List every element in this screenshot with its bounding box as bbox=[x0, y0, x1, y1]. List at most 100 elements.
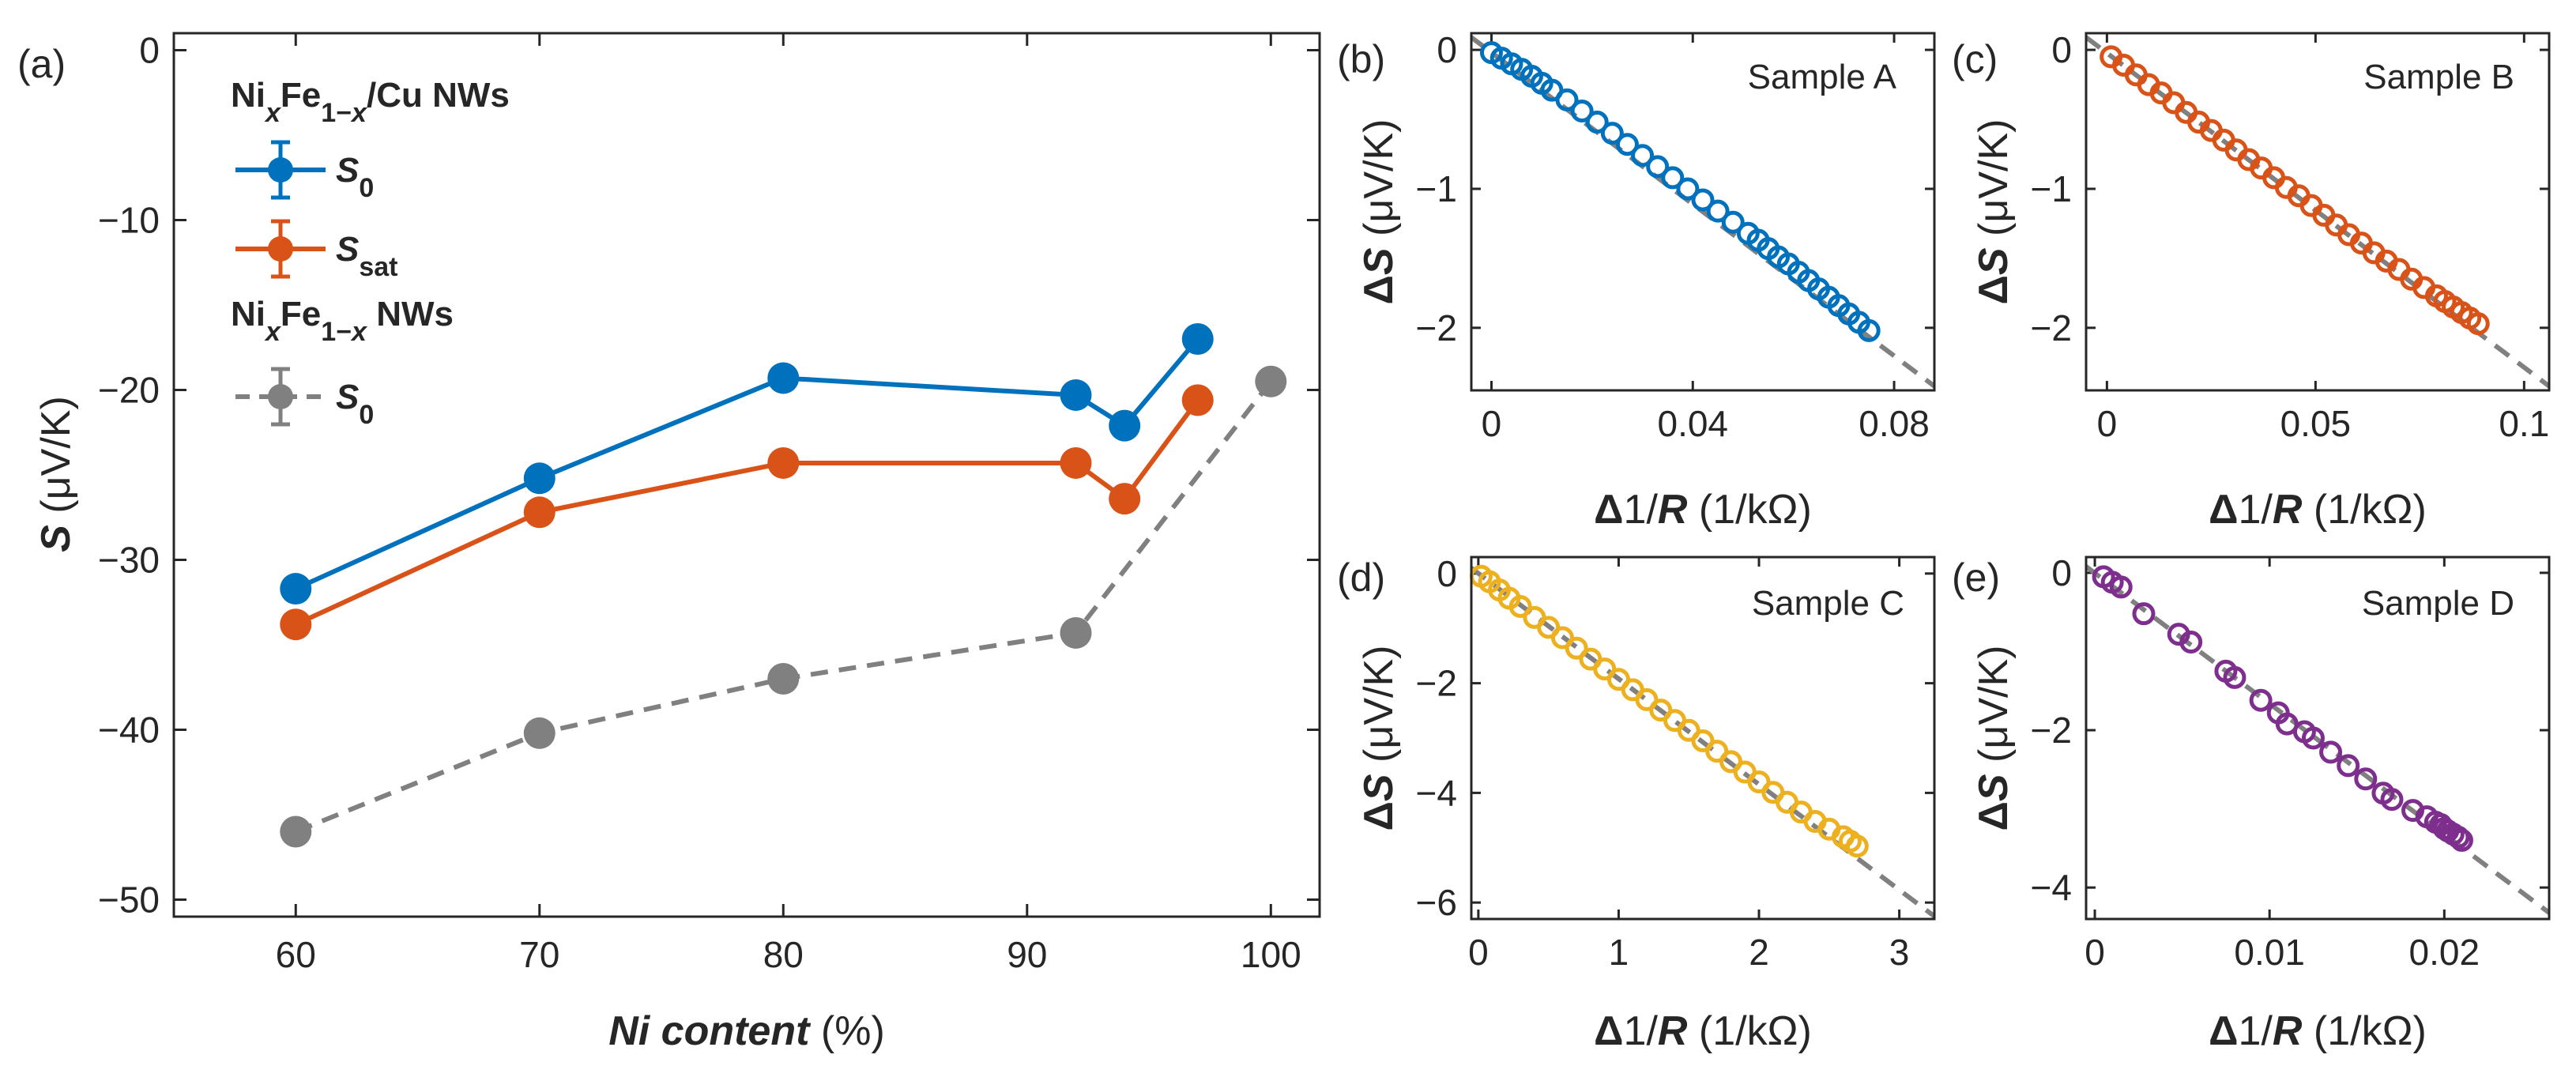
svg-text:S0: S0 bbox=[336, 378, 374, 430]
x-tick-label: 100 bbox=[1241, 934, 1301, 975]
panel-label-d: (d) bbox=[1337, 556, 1385, 600]
data-point-blue bbox=[1109, 409, 1141, 442]
y-tick-label: −4 bbox=[1416, 772, 1457, 813]
panel-label-c: (c) bbox=[1952, 37, 1998, 81]
x-tick-label: 3 bbox=[1889, 932, 1910, 973]
data-point bbox=[1508, 594, 1532, 618]
data-point-gray bbox=[280, 815, 312, 848]
data-point-orange bbox=[1181, 384, 1214, 416]
x-tick-labels-e: 0 0.01 0.02 bbox=[2085, 932, 2480, 973]
x-tick-label: 0 bbox=[1482, 403, 1502, 444]
data-point bbox=[1646, 155, 1670, 179]
data-point bbox=[2179, 631, 2203, 654]
y-tick-label: −40 bbox=[98, 710, 160, 751]
data-point-blue bbox=[767, 362, 800, 394]
x-tick-label: 70 bbox=[519, 934, 559, 975]
x-tick-labels-c: 0 0.05 0.1 bbox=[2097, 403, 2550, 444]
data-point bbox=[1676, 177, 1700, 201]
x-axis-label-b: Δ1/R (1/kΩ) bbox=[1594, 487, 1812, 533]
y-axis-label-b: ΔS (μV/K) bbox=[1356, 119, 1402, 305]
y-tick-labels-e: 0 −2 −4 bbox=[2031, 552, 2072, 908]
fit-line bbox=[1470, 35, 1936, 389]
series-line-blue bbox=[295, 337, 1200, 591]
y-tick-label: −10 bbox=[98, 200, 160, 241]
svg-text:Ssat: Ssat bbox=[336, 230, 398, 282]
data-point bbox=[2450, 828, 2473, 852]
ticks-c bbox=[2086, 33, 2549, 390]
axes-box-b bbox=[1470, 32, 1936, 392]
y-tick-label: −2 bbox=[1416, 307, 1457, 348]
axes-box-e bbox=[2085, 556, 2551, 921]
x-axis-label-e: Δ1/R (1/kΩ) bbox=[2209, 1008, 2427, 1054]
y-tick-label: −1 bbox=[1416, 168, 1457, 209]
ticks-a bbox=[174, 33, 1320, 917]
data-point-gray bbox=[523, 717, 555, 749]
sample-label-d: Sample C bbox=[1752, 584, 1904, 623]
x-axis-label-d: Δ1/R (1/kΩ) bbox=[1594, 1008, 1812, 1054]
y-tick-label: −30 bbox=[98, 540, 160, 581]
panel-d: (d) Sample C 0 1 2 3 0 −2 −4 −6 Δ1/R (1/… bbox=[1337, 553, 1936, 1054]
data-point bbox=[2380, 788, 2404, 812]
data-point-orange bbox=[1109, 483, 1141, 515]
x-tick-label: 0.05 bbox=[2280, 403, 2352, 444]
panel-e: (e) Sample D 0 0.01 0.02 0 −2 −4 Δ1/R (1… bbox=[1952, 552, 2551, 1054]
axes-box-d bbox=[1470, 556, 1936, 921]
data-point bbox=[1565, 636, 1588, 660]
series-line-orange bbox=[295, 398, 1200, 627]
data-point bbox=[1555, 88, 1579, 111]
y-tick-label: −2 bbox=[2031, 710, 2072, 751]
y-tick-label: −20 bbox=[98, 370, 160, 411]
series-b bbox=[1470, 35, 1936, 389]
x-tick-label: 2 bbox=[1749, 932, 1769, 973]
y-tick-label: 0 bbox=[2051, 552, 2072, 593]
y-tick-label: −6 bbox=[1416, 882, 1457, 923]
data-point bbox=[2319, 740, 2343, 764]
x-tick-label: 0.1 bbox=[2499, 403, 2549, 444]
svg-text:S0: S0 bbox=[336, 151, 374, 203]
y-tick-label: −2 bbox=[1416, 663, 1457, 704]
sample-label-e: Sample D bbox=[2362, 584, 2514, 623]
panel-c: (c) Sample B 0 0.05 0.1 0 −1 −2 Δ1/R (1/… bbox=[1952, 29, 2551, 533]
panel-label-a: (a) bbox=[17, 42, 66, 86]
data-point bbox=[2466, 312, 2490, 336]
x-tick-labels-a: 60 70 80 90 100 bbox=[276, 934, 1301, 975]
y-tick-label: −4 bbox=[2031, 867, 2072, 908]
sample-label-c: Sample B bbox=[2363, 58, 2514, 96]
y-tick-label: 0 bbox=[1437, 29, 1457, 70]
x-tick-label: 0 bbox=[2097, 403, 2118, 444]
x-tick-label: 0 bbox=[1468, 932, 1489, 973]
data-point bbox=[1706, 199, 1730, 223]
x-tick-label: 60 bbox=[276, 934, 316, 975]
data-point-orange bbox=[767, 446, 800, 479]
legend-header-1: NixFe1−x/Cu NWs bbox=[231, 76, 510, 128]
ticks-b bbox=[1471, 33, 1934, 390]
data-point bbox=[1631, 144, 1655, 168]
data-point-blue bbox=[280, 573, 312, 605]
data-point bbox=[1691, 188, 1715, 212]
panel-label-e: (e) bbox=[1952, 556, 2000, 600]
axes-box-c bbox=[2085, 32, 2551, 392]
data-point-orange bbox=[523, 496, 555, 529]
x-tick-label: 80 bbox=[763, 934, 804, 975]
series-a bbox=[280, 323, 1287, 848]
data-point bbox=[2223, 665, 2246, 689]
x-axis-label-a: Ni content (%) bbox=[608, 1008, 885, 1054]
panel-label-b: (b) bbox=[1337, 37, 1385, 81]
data-point bbox=[1721, 210, 1745, 234]
data-point-blue bbox=[523, 462, 555, 495]
x-tick-label: 90 bbox=[1007, 934, 1047, 975]
y-tick-label: −1 bbox=[2031, 168, 2072, 209]
x-tick-labels-b: 0 0.04 0.08 bbox=[1482, 403, 1930, 444]
y-tick-labels-a: 0 −10 −20 −30 −40 −50 bbox=[98, 30, 160, 921]
data-point bbox=[1615, 133, 1639, 156]
panel-b: (b) Sample A 0 0.04 0.08 0 −1 −2 Δ1/R (1… bbox=[1337, 29, 1936, 533]
legend-header-2: NixFe1−x NWs bbox=[231, 295, 454, 347]
x-axis-label-c: Δ1/R (1/kΩ) bbox=[2209, 487, 2427, 533]
fit-line bbox=[2085, 564, 2551, 915]
y-tick-label: 0 bbox=[1437, 553, 1457, 594]
data-point bbox=[2337, 754, 2360, 778]
data-point bbox=[2354, 767, 2378, 791]
x-tick-labels-d: 0 1 2 3 bbox=[1468, 932, 1909, 973]
data-point bbox=[1857, 318, 1881, 342]
